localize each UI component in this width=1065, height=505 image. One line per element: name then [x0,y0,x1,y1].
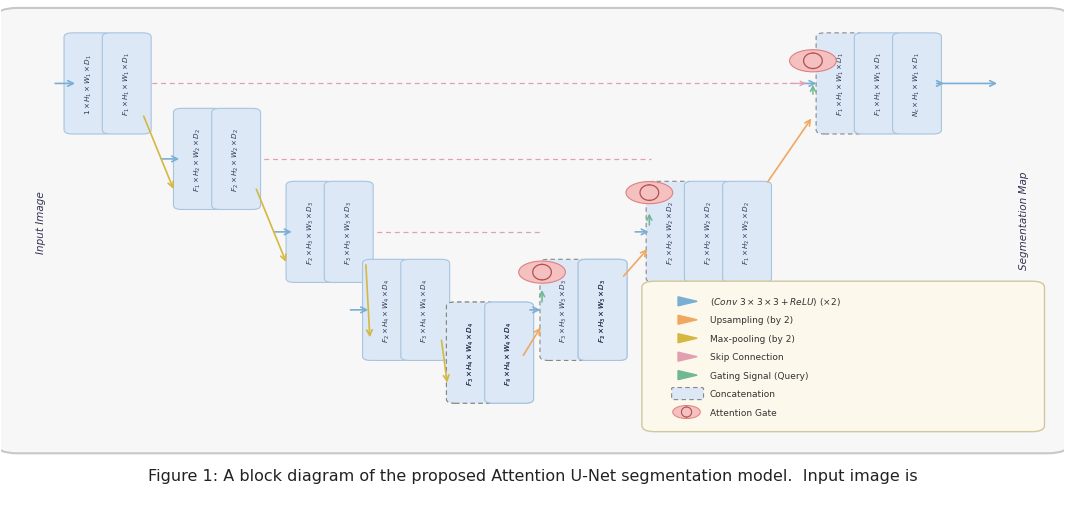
FancyBboxPatch shape [578,260,627,361]
Text: $N_c \times H_1 \times W_1 \times D_1$: $N_c \times H_1 \times W_1 \times D_1$ [912,52,922,117]
FancyBboxPatch shape [362,260,411,361]
Text: $F_1 \times H_1 \times W_1 \times D_1$: $F_1 \times H_1 \times W_1 \times D_1$ [121,53,132,116]
FancyBboxPatch shape [102,34,151,135]
Text: $F_2 \times H_3 \times W_3 \times D_3$: $F_2 \times H_3 \times W_3 \times D_3$ [597,278,608,342]
FancyBboxPatch shape [174,109,223,210]
FancyBboxPatch shape [485,302,534,403]
Circle shape [626,182,673,205]
FancyBboxPatch shape [64,34,113,135]
Polygon shape [678,316,698,325]
FancyBboxPatch shape [400,260,449,361]
Text: Max-pooling (by 2): Max-pooling (by 2) [710,334,794,343]
Text: $F_3 \times H_4 \times W_4 \times D_4$: $F_3 \times H_4 \times W_4 \times D_4$ [465,321,476,385]
FancyBboxPatch shape [646,182,695,283]
FancyBboxPatch shape [212,109,261,210]
FancyBboxPatch shape [446,302,495,403]
Text: $F_1 \times H_2 \times W_2 \times D_2$: $F_1 \times H_2 \times W_2 \times D_2$ [193,128,203,191]
Circle shape [519,262,566,284]
Polygon shape [678,297,698,306]
Text: $F_2 \times H_4 \times W_4 \times D_4$: $F_2 \times H_4 \times W_4 \times D_4$ [382,278,392,342]
Polygon shape [678,371,698,380]
Text: Skip Connection: Skip Connection [710,352,784,362]
Text: $F_3 \times H_3 \times W_3 \times D_3$: $F_3 \times H_3 \times W_3 \times D_3$ [597,278,608,342]
Text: $F_1 \times H_2 \times W_2 \times D_2$: $F_1 \times H_2 \times W_2 \times D_2$ [742,200,752,264]
Text: $F_1 \times H_1 \times W_1 \times D_1$: $F_1 \times H_1 \times W_1 \times D_1$ [873,53,884,116]
Text: $1 \times H_1 \times W_1 \times D_1$: $1 \times H_1 \times W_1 \times D_1$ [83,54,94,115]
FancyBboxPatch shape [892,34,941,135]
FancyBboxPatch shape [672,388,704,400]
FancyBboxPatch shape [578,260,627,361]
FancyBboxPatch shape [485,302,534,403]
Text: $F_2 \times H_2 \times W_2 \times D_2$: $F_2 \times H_2 \times W_2 \times D_2$ [666,200,675,264]
Polygon shape [678,334,698,343]
Circle shape [789,50,836,73]
FancyBboxPatch shape [325,182,373,283]
FancyBboxPatch shape [286,182,334,283]
FancyBboxPatch shape [816,34,865,135]
FancyBboxPatch shape [685,182,734,283]
Text: $F_4 \times H_4 \times W_4 \times D_4$: $F_4 \times H_4 \times W_4 \times D_4$ [504,321,514,385]
Polygon shape [678,352,698,362]
Text: Concatenation: Concatenation [710,389,776,398]
FancyBboxPatch shape [540,260,589,361]
Text: $(Conv\ 3\times3\times3 + ReLU)\ (\times2)$: $(Conv\ 3\times3\times3 + ReLU)\ (\times… [710,296,840,308]
Text: Figure 1: A block diagram of the proposed Attention U-Net segmentation model.  I: Figure 1: A block diagram of the propose… [148,469,917,483]
Text: Attention Gate: Attention Gate [710,408,776,417]
Text: $F_3 \times H_4 \times W_4 \times D_4$: $F_3 \times H_4 \times W_4 \times D_4$ [420,278,430,342]
Text: $F_2 \times H_3 \times W_3 \times D_3$: $F_2 \times H_3 \times W_3 \times D_3$ [306,200,315,265]
FancyBboxPatch shape [642,282,1045,432]
Text: Input Image: Input Image [36,191,46,254]
FancyBboxPatch shape [854,34,903,135]
Circle shape [673,406,701,419]
Text: $F_3 \times H_4 \times W_4 \times D_4$: $F_3 \times H_4 \times W_4 \times D_4$ [504,321,514,385]
Text: Upsampling (by 2): Upsampling (by 2) [710,316,793,325]
Text: $F_3 \times H_3 \times W_3 \times D_3$: $F_3 \times H_3 \times W_3 \times D_3$ [344,200,354,265]
Text: $F_1 \times H_1 \times W_1 \times D_1$: $F_1 \times H_1 \times W_1 \times D_1$ [835,53,846,116]
Text: $F_3 \times H_3 \times W_3 \times D_3$: $F_3 \times H_3 \times W_3 \times D_3$ [559,278,570,342]
Text: Gating Signal (Query): Gating Signal (Query) [710,371,808,380]
Text: $F_2 \times H_2 \times W_2 \times D_2$: $F_2 \times H_2 \times W_2 \times D_2$ [704,200,714,264]
Text: $F_2 \times H_2 \times W_2 \times D_2$: $F_2 \times H_2 \times W_2 \times D_2$ [231,128,242,191]
Text: $F_3 \times H_4 \times W_4 \times D_4$: $F_3 \times H_4 \times W_4 \times D_4$ [465,321,476,385]
FancyBboxPatch shape [0,9,1065,453]
FancyBboxPatch shape [446,302,495,403]
Text: Segmentation Map: Segmentation Map [1019,171,1029,269]
FancyBboxPatch shape [723,182,771,283]
